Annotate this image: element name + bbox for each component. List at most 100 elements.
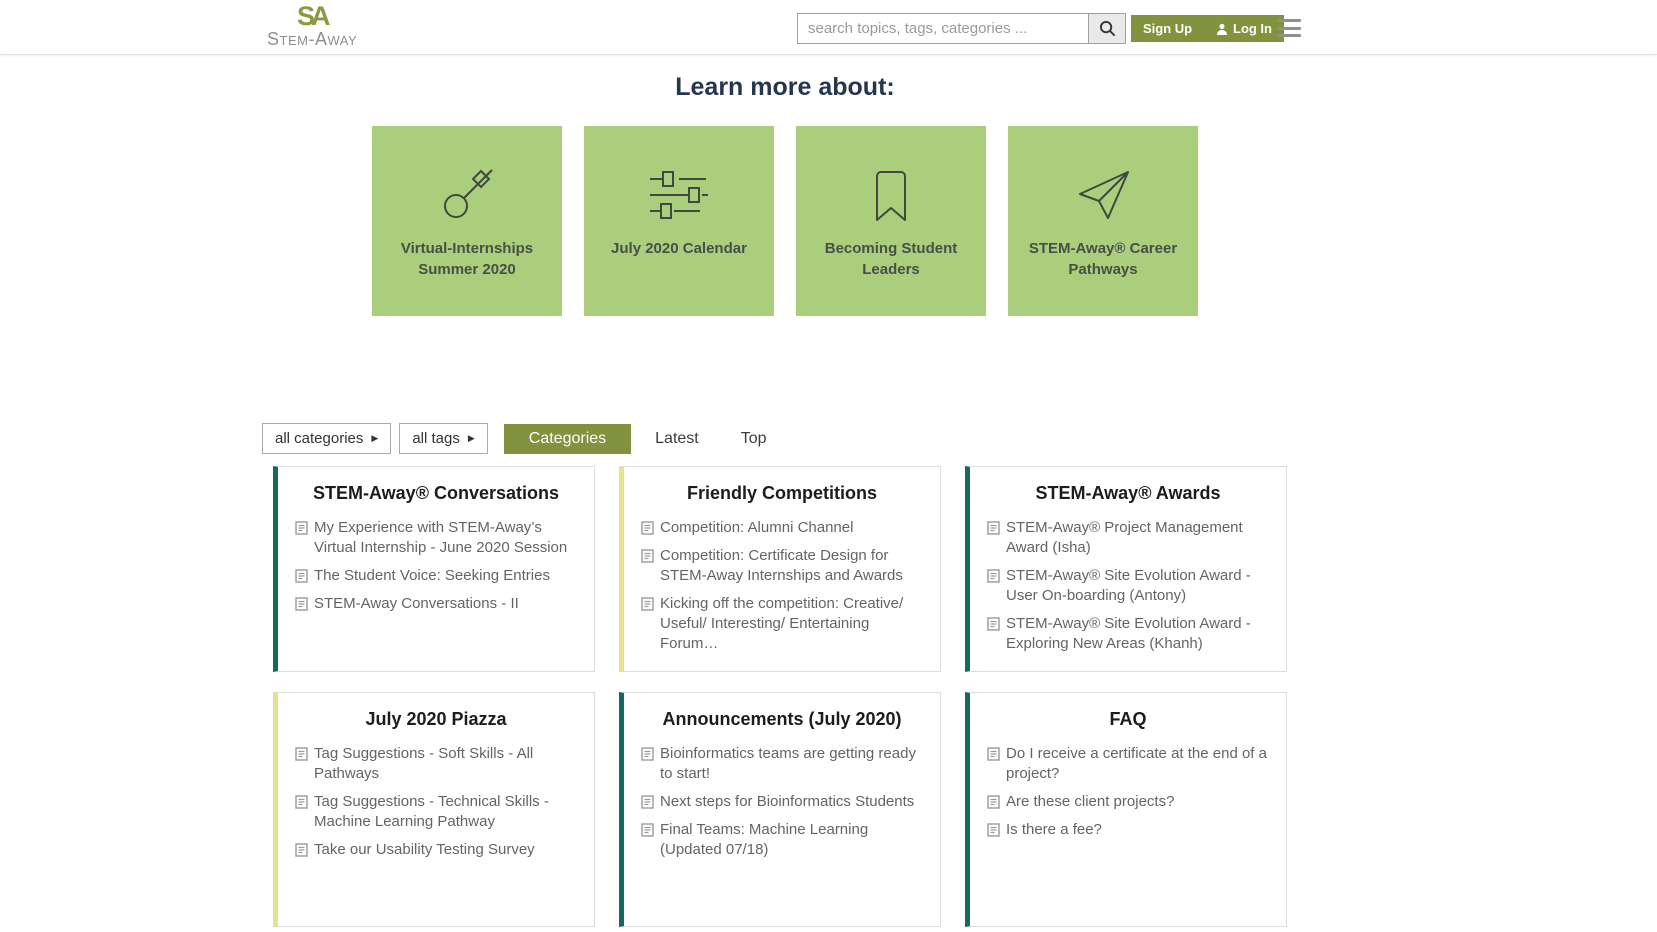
document-icon	[987, 823, 1000, 837]
topic-link[interactable]: Bioinformatics teams are getting ready t…	[641, 744, 928, 784]
card-virtual-internships[interactable]: Virtual-Internships Summer 2020	[372, 126, 562, 316]
sign-up-label: Sign Up	[1143, 21, 1193, 36]
logo-wordmark: Stem-Away	[267, 29, 358, 49]
bookmark-icon	[860, 162, 922, 228]
sign-up-button[interactable]: Sign Up	[1131, 15, 1205, 42]
document-icon	[295, 569, 308, 583]
log-in-button[interactable]: Log In	[1204, 15, 1284, 42]
category-row-2: July 2020 Piazza Tag Suggestions - Soft …	[273, 692, 1287, 927]
topic-title: Next steps for Bioinformatics Students	[660, 793, 915, 810]
category-box-conversations: STEM-Away® Conversations My Experience w…	[273, 466, 595, 672]
tab-top[interactable]: Top	[740, 429, 767, 447]
tag-filter-dropdown[interactable]: all tags ▶	[399, 423, 488, 454]
topic-link[interactable]: Do I receive a certificate at the end of…	[987, 744, 1274, 784]
category-title[interactable]: STEM-Away® Conversations	[313, 483, 559, 503]
topic-title: Kicking off the competition: Creative/ U…	[660, 595, 904, 652]
topic-title: Is there a fee?	[1006, 821, 1102, 838]
document-icon	[641, 747, 654, 761]
document-icon	[987, 521, 1000, 535]
tab-latest[interactable]: Latest	[655, 429, 699, 447]
search-button[interactable]	[1088, 13, 1126, 44]
site-header: SA Stem-Away Sign Up Log In	[0, 0, 1657, 55]
search-bar	[797, 13, 1126, 44]
user-icon	[1216, 23, 1228, 35]
filter-bar: all categories ▶ all tags ▶ Categories L…	[262, 423, 785, 454]
document-icon	[987, 569, 1000, 583]
caret-right-icon: ▶	[467, 433, 475, 443]
topic-link[interactable]: STEM-Away® Site Evolution Award - User O…	[987, 566, 1274, 606]
document-icon	[295, 597, 308, 611]
hero-cards: Virtual-Internships Summer 2020 July 202…	[268, 126, 1302, 316]
search-icon	[1099, 20, 1115, 37]
category-box-faq: FAQ Do I receive a certificate at the en…	[965, 692, 1287, 927]
topic-link[interactable]: Next steps for Bioinformatics Students	[641, 792, 928, 812]
category-title[interactable]: FAQ	[1109, 709, 1147, 729]
tab-categories[interactable]: Categories	[503, 423, 632, 454]
document-icon	[295, 843, 308, 857]
card-label: July 2020 Calendar	[611, 240, 747, 257]
topic-link[interactable]: Take our Usability Testing Survey	[295, 840, 582, 860]
category-row-1: STEM-Away® Conversations My Experience w…	[273, 466, 1287, 672]
sliders-icon	[648, 162, 710, 228]
category-box-announcements: Announcements (July 2020) Bioinformatics…	[619, 692, 941, 927]
topic-title: Bioinformatics teams are getting ready t…	[660, 745, 916, 782]
page-title: Learn more about:	[675, 73, 895, 101]
card-label: STEM-Away® Career Pathways	[1028, 240, 1178, 278]
topic-link[interactable]: Final Teams: Machine Learning (Updated 0…	[641, 820, 928, 860]
topic-link[interactable]: STEM-Away® Project Management Award (Ish…	[987, 518, 1274, 558]
topic-link[interactable]: Is there a fee?	[987, 820, 1274, 840]
topic-link[interactable]: STEM-Away Conversations - II	[295, 594, 582, 614]
category-title[interactable]: STEM-Away® Awards	[1035, 483, 1221, 503]
document-icon	[295, 747, 308, 761]
site-logo[interactable]: SA Stem-Away	[267, 1, 358, 50]
category-title[interactable]: July 2020 Piazza	[365, 709, 507, 729]
topic-title: STEM-Away Conversations - II	[314, 595, 519, 612]
topic-title: Competition: Certificate Design for STEM…	[660, 547, 903, 584]
topic-title: Competition: Alumni Channel	[660, 519, 854, 536]
document-icon	[295, 521, 308, 535]
log-in-label: Log In	[1233, 21, 1272, 36]
card-student-leaders[interactable]: Becoming Student Leaders	[796, 126, 986, 316]
document-icon	[641, 521, 654, 535]
topic-title: Do I receive a certificate at the end of…	[1006, 745, 1267, 782]
document-icon	[641, 597, 654, 611]
card-label: Becoming Student Leaders	[824, 240, 958, 278]
card-july-calendar[interactable]: July 2020 Calendar	[584, 126, 774, 316]
topic-link[interactable]: Tag Suggestions - Soft Skills - All Path…	[295, 744, 582, 784]
topic-list-tabs: Categories Latest Top	[503, 423, 785, 454]
topic-title: Take our Usability Testing Survey	[314, 841, 535, 858]
logo-monogram: SA	[297, 1, 331, 31]
topic-link[interactable]: The Student Voice: Seeking Entries	[295, 566, 582, 586]
topic-title: Are these client projects?	[1006, 793, 1175, 810]
document-icon	[987, 617, 1000, 631]
topic-link[interactable]: STEM-Away® Site Evolution Award - Explor…	[987, 614, 1274, 654]
category-title[interactable]: Announcements (July 2020)	[662, 709, 902, 729]
main-content: Learn more about: Virtual-Internships Su…	[268, 55, 1302, 316]
document-icon	[987, 747, 1000, 761]
key-icon	[436, 162, 498, 228]
document-icon	[987, 795, 1000, 809]
card-career-pathways[interactable]: STEM-Away® Career Pathways	[1008, 126, 1198, 316]
topic-title: The Student Voice: Seeking Entries	[314, 567, 550, 584]
topic-title: STEM-Away® Site Evolution Award - Explor…	[1006, 615, 1251, 652]
topic-link[interactable]: Competition: Alumni Channel	[641, 518, 928, 538]
category-filter-dropdown[interactable]: all categories ▶	[262, 423, 392, 454]
tag-filter-label: all tags	[412, 430, 460, 447]
topic-link[interactable]: My Experience with STEM-Away’s Virtual I…	[295, 518, 582, 558]
hamburger-menu-button[interactable]	[1277, 19, 1301, 37]
document-icon	[295, 795, 308, 809]
topic-link[interactable]: Are these client projects?	[987, 792, 1274, 812]
caret-right-icon: ▶	[371, 433, 379, 443]
topic-title: My Experience with STEM-Away’s Virtual I…	[314, 519, 568, 556]
search-input[interactable]	[797, 13, 1089, 44]
topic-link[interactable]: Kicking off the competition: Creative/ U…	[641, 594, 928, 654]
category-box-july-piazza: July 2020 Piazza Tag Suggestions - Soft …	[273, 692, 595, 927]
topic-link[interactable]: Competition: Certificate Design for STEM…	[641, 546, 928, 586]
document-icon	[641, 795, 654, 809]
category-title[interactable]: Friendly Competitions	[686, 483, 877, 503]
topic-link[interactable]: Tag Suggestions - Technical Skills - Mac…	[295, 792, 582, 832]
category-filter-label: all categories	[275, 430, 364, 447]
document-icon	[641, 549, 654, 563]
document-icon	[641, 823, 654, 837]
